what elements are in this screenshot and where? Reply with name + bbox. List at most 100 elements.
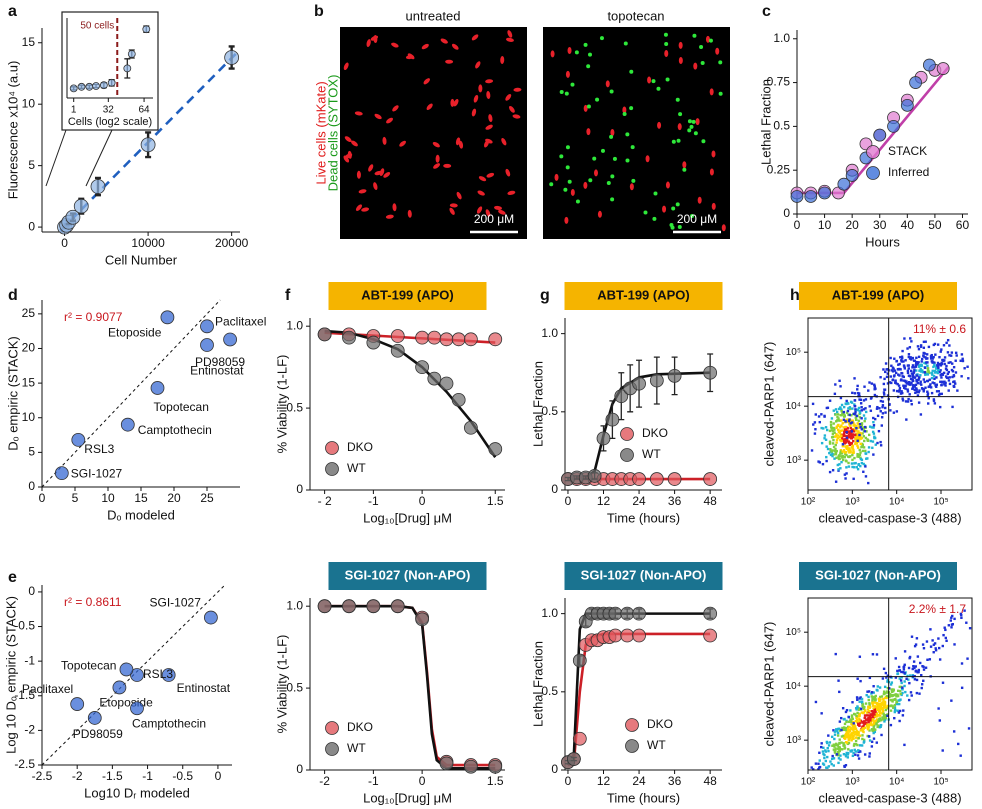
scale-bar-label: 200 μM — [474, 212, 514, 226]
event — [903, 684, 906, 688]
data-point — [112, 680, 127, 695]
event — [938, 719, 942, 722]
event — [938, 370, 941, 374]
event — [852, 720, 855, 724]
x-tick-label: 5 — [72, 491, 79, 505]
event — [853, 412, 857, 416]
event — [858, 655, 862, 658]
event — [851, 724, 855, 727]
event — [920, 360, 923, 363]
event — [916, 394, 920, 397]
chart-header: SGI-1027 (Non-APO) — [345, 567, 471, 582]
live-cell — [386, 117, 394, 124]
event — [847, 461, 850, 465]
event — [847, 715, 851, 719]
x-tick-label: 50 — [928, 218, 942, 232]
event — [832, 409, 835, 412]
event — [834, 408, 838, 411]
event — [843, 430, 846, 434]
event — [880, 396, 884, 399]
event — [846, 409, 850, 413]
event — [863, 419, 866, 423]
event — [902, 364, 906, 367]
event — [855, 418, 858, 421]
event — [883, 703, 887, 707]
event — [831, 432, 835, 435]
event — [852, 737, 855, 740]
event — [908, 381, 911, 384]
event — [948, 354, 951, 357]
dead-cell — [675, 97, 680, 102]
dead-cell — [701, 139, 706, 144]
event — [965, 621, 968, 624]
event — [916, 345, 920, 348]
event — [934, 649, 938, 652]
event — [842, 426, 845, 429]
dead-cell — [587, 52, 592, 57]
event — [884, 708, 888, 712]
event — [911, 674, 915, 677]
data-point — [390, 329, 405, 343]
event — [852, 439, 855, 443]
event — [857, 419, 861, 422]
event — [874, 705, 877, 708]
data-point — [818, 186, 831, 200]
event — [903, 743, 906, 747]
event — [910, 340, 913, 343]
event — [861, 725, 864, 729]
event — [817, 762, 820, 765]
event — [842, 742, 845, 745]
event — [835, 441, 838, 444]
live-cell — [506, 37, 514, 42]
data-point — [614, 389, 629, 404]
event — [929, 357, 933, 360]
y-tick-label: 1.0 — [541, 326, 558, 340]
y-tick-label: 0.5 — [541, 684, 558, 698]
event — [857, 393, 861, 397]
event — [831, 435, 835, 439]
event — [849, 749, 852, 753]
data-point — [342, 330, 356, 345]
event — [865, 711, 869, 714]
event — [851, 458, 854, 462]
y-tick-label: 0 — [28, 479, 35, 493]
legend-swatch — [866, 166, 880, 180]
event — [884, 671, 888, 675]
event — [838, 729, 842, 732]
data-point — [804, 190, 818, 203]
event — [841, 444, 845, 448]
event — [811, 402, 815, 406]
data-point — [85, 82, 94, 91]
event — [821, 462, 825, 466]
event — [870, 745, 874, 748]
event — [856, 711, 859, 715]
event — [855, 696, 859, 699]
event — [826, 447, 830, 451]
event — [855, 718, 859, 721]
event — [848, 730, 851, 733]
event — [862, 435, 865, 438]
event — [917, 361, 920, 364]
event — [820, 441, 824, 445]
y-axis-title: Fluorescence x10⁴ (a.u) — [5, 61, 20, 200]
data-point — [488, 442, 503, 456]
event — [937, 366, 940, 369]
event — [857, 406, 861, 410]
data-point — [572, 731, 587, 746]
event — [854, 442, 857, 446]
event — [898, 719, 901, 723]
event — [947, 379, 951, 382]
event — [899, 368, 902, 371]
event — [929, 383, 932, 386]
data-point — [488, 332, 503, 347]
event — [851, 453, 854, 457]
event — [939, 350, 942, 353]
event — [832, 453, 835, 456]
event — [818, 461, 822, 464]
event — [943, 356, 947, 359]
event — [856, 408, 859, 411]
event — [845, 434, 849, 438]
live-cell — [565, 70, 570, 78]
event — [864, 398, 868, 401]
panel-letter: g — [540, 287, 550, 304]
